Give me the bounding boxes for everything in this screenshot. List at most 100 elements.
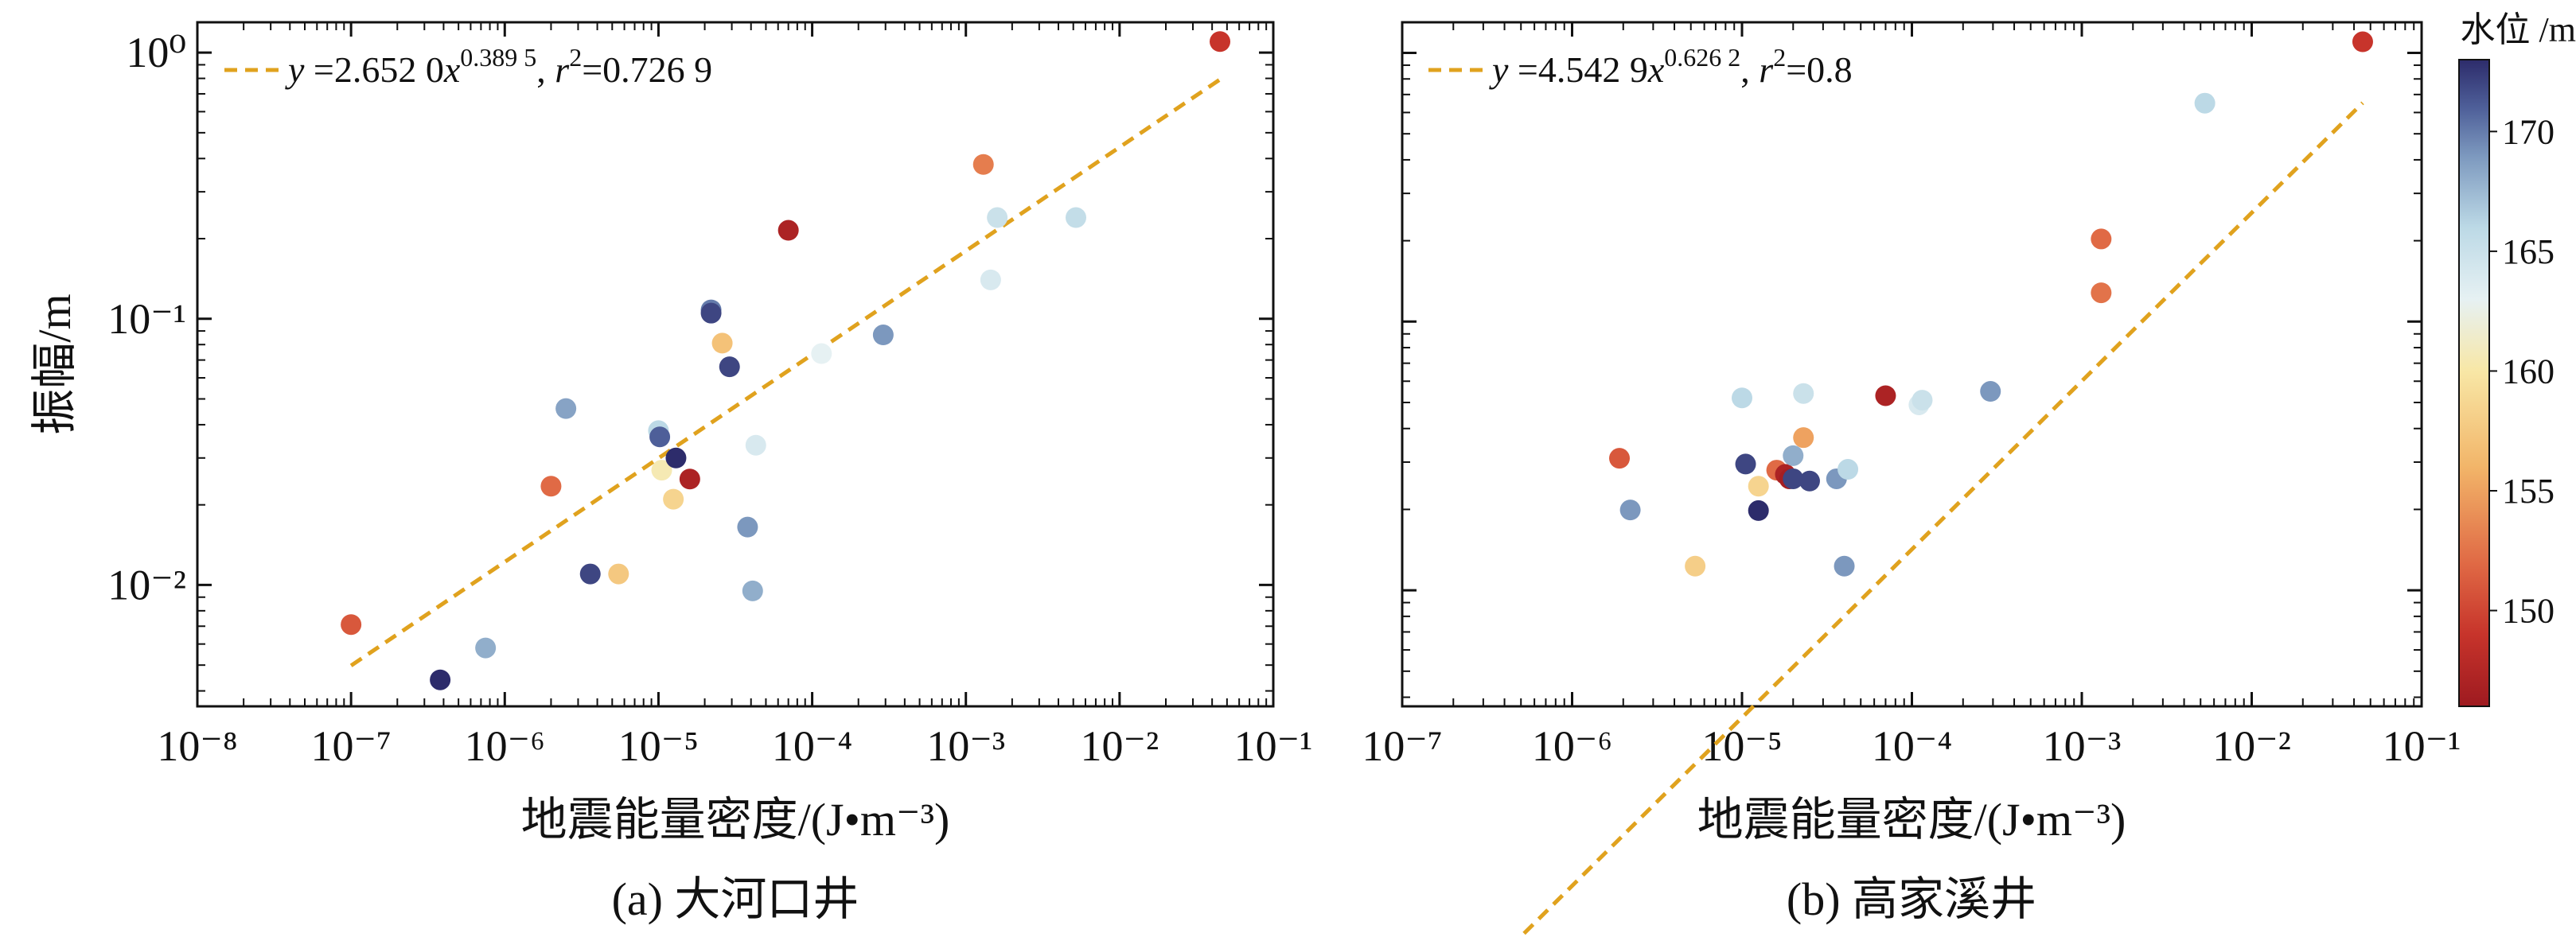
fit-line-a bbox=[349, 77, 1222, 667]
legend-exp-a: 0.389 5 bbox=[460, 43, 536, 72]
y-tick-label-a-2: 10⁰ bbox=[126, 29, 186, 76]
legend-y-b: y bbox=[1489, 49, 1509, 90]
data-point-b-24 bbox=[2194, 92, 2216, 114]
x-tick-label-b-0: 10⁻⁷ bbox=[1362, 722, 1442, 770]
data-point-b-17 bbox=[1837, 459, 1859, 480]
legend-text-b: y =4.542 9x0.626 2, r2=0.8 bbox=[1489, 43, 1853, 90]
panel-b: 10⁻⁷ 10⁻⁶ 10⁻⁵ 10⁻⁴ 10⁻³ 10⁻² 10⁻¹ y =4.542 9x… bbox=[1362, 21, 2461, 937]
legend-r2-b: 2 bbox=[1773, 43, 1786, 72]
legend-b: y =4.542 9x0.626 2, r2=0.8 bbox=[1428, 43, 1853, 90]
colorbar: 150 155 160 165 170 水位 /m bbox=[2458, 10, 2576, 707]
y-tick-label-a-1: 10⁻¹ bbox=[107, 295, 186, 343]
legend-exp-b: 0.626 2 bbox=[1664, 43, 1740, 72]
data-point-a-23 bbox=[972, 154, 994, 175]
data-point-b-2 bbox=[1685, 555, 1706, 577]
caption-b: (b) 高家溪井 bbox=[1787, 873, 2036, 925]
data-point-a-26 bbox=[1066, 207, 1087, 228]
y-tick-label-a-0: 10⁻² bbox=[107, 561, 186, 608]
x-axis-title-a: 地震能量密度/(J•m⁻³) bbox=[521, 794, 950, 846]
data-point-a-9 bbox=[651, 460, 672, 481]
x-tick-label-b-4: 10⁻³ bbox=[2043, 722, 2122, 770]
colorbar-tick-label-0: 150 bbox=[2502, 592, 2555, 631]
colorbar-tick-label-2: 160 bbox=[2502, 352, 2555, 391]
x-tick-label-a-1: 10⁻⁷ bbox=[310, 722, 391, 770]
data-point-a-14 bbox=[700, 302, 722, 324]
x-tick-label-b-2: 10⁻⁵ bbox=[1701, 722, 1782, 770]
legend-coef-a: =2.652 0 bbox=[304, 49, 443, 90]
fit-line-path-b bbox=[1518, 101, 2364, 937]
data-point-a-21 bbox=[811, 343, 832, 364]
legend-coef-b: =4.542 9 bbox=[1508, 49, 1647, 90]
axis-ticks-a: 10⁻⁸ 10⁻⁷ 10⁻⁶ 10⁻⁵ 10⁻⁴ 10⁻³ 10⁻² 10⁻¹ 10⁻² 10⁻¹… bbox=[107, 22, 1312, 770]
legend-rval-a: =0.726 9 bbox=[582, 49, 712, 90]
colorbar-ticks: 150 155 160 165 170 bbox=[2489, 112, 2555, 631]
legend-sep-b: , bbox=[1740, 49, 1759, 90]
data-point-b-20 bbox=[1912, 390, 1933, 411]
data-point-a-20 bbox=[777, 220, 799, 241]
legend-sep-a: , bbox=[536, 49, 555, 90]
data-point-a-2 bbox=[475, 637, 497, 659]
scatter-points-b bbox=[1609, 31, 2373, 577]
y-axis-title-a: 振幅/m bbox=[29, 294, 80, 434]
legend-r2-a: 2 bbox=[569, 43, 582, 72]
data-point-a-1 bbox=[430, 669, 451, 690]
scatter-points-a bbox=[341, 31, 1231, 690]
data-point-b-6 bbox=[1748, 476, 1769, 497]
x-tick-label-a-4: 10⁻⁴ bbox=[772, 722, 852, 770]
data-point-a-25 bbox=[987, 207, 1008, 228]
x-tick-label-a-3: 10⁻⁵ bbox=[618, 722, 699, 770]
data-point-b-0 bbox=[1609, 448, 1631, 469]
x-tick-label-a-5: 10⁻³ bbox=[926, 722, 1005, 770]
legend-x-b: x bbox=[1647, 49, 1665, 90]
data-point-a-18 bbox=[742, 580, 763, 601]
legend-text-a: y =2.652 0x0.389 5, r2=0.726 9 bbox=[285, 43, 712, 90]
data-point-b-1 bbox=[1619, 500, 1641, 521]
colorbar-title: 水位 /m bbox=[2461, 10, 2576, 49]
colorbar-gradient bbox=[2458, 59, 2490, 707]
data-point-b-13 bbox=[1793, 427, 1814, 449]
x-tick-label-b-5: 10⁻² bbox=[2212, 722, 2291, 770]
data-point-a-8 bbox=[649, 426, 671, 448]
x-tick-label-a-0: 10⁻⁸ bbox=[157, 722, 237, 770]
data-point-b-11 bbox=[1783, 468, 1804, 489]
colorbar-tick-label-1: 155 bbox=[2502, 472, 2555, 511]
data-point-a-6 bbox=[608, 563, 629, 585]
x-tick-label-a-6: 10⁻² bbox=[1081, 722, 1159, 770]
data-point-a-22 bbox=[872, 325, 894, 346]
legend-x-a: x bbox=[443, 49, 461, 90]
fit-line-b bbox=[1518, 101, 2364, 937]
colorbar-tick-label-4: 170 bbox=[2502, 112, 2555, 151]
x-tick-label-a-2: 10⁻⁶ bbox=[465, 722, 545, 770]
data-point-b-18 bbox=[1875, 385, 1896, 406]
data-point-b-14 bbox=[1799, 470, 1820, 492]
legend-r-a: r bbox=[555, 49, 570, 90]
data-point-b-25 bbox=[2352, 31, 2373, 52]
data-point-a-15 bbox=[711, 332, 733, 354]
plot-frame-b bbox=[1401, 21, 2423, 708]
colorbar-tick-label-3: 165 bbox=[2502, 232, 2555, 271]
data-point-b-16 bbox=[1834, 555, 1855, 577]
data-point-a-5 bbox=[579, 563, 601, 585]
x-tick-label-b-6: 10⁻¹ bbox=[2383, 722, 2461, 770]
x-axis-title-b: 地震能量密度/(J•m⁻³) bbox=[1697, 794, 2126, 846]
data-point-a-12 bbox=[679, 468, 700, 490]
legend-a: y =2.652 0x0.389 5, r2=0.726 9 bbox=[224, 43, 712, 90]
caption-a: (a) 大河口井 bbox=[612, 873, 859, 925]
data-point-a-27 bbox=[1210, 31, 1231, 52]
data-point-a-16 bbox=[719, 356, 740, 378]
data-point-b-22 bbox=[2091, 228, 2112, 250]
data-point-b-23 bbox=[2091, 282, 2112, 304]
data-point-a-11 bbox=[665, 447, 687, 468]
x-tick-label-a-7: 10⁻¹ bbox=[1234, 722, 1313, 770]
axis-ticks-b: 10⁻⁷ 10⁻⁶ 10⁻⁵ 10⁻⁴ 10⁻³ 10⁻² 10⁻¹ bbox=[1362, 22, 2461, 770]
legend-rval-b: =0.8 bbox=[1786, 49, 1852, 90]
data-point-b-4 bbox=[1735, 453, 1756, 475]
data-point-b-21 bbox=[1980, 381, 2001, 402]
x-tick-label-b-3: 10⁻⁴ bbox=[1872, 722, 1952, 770]
data-point-b-12 bbox=[1793, 383, 1814, 404]
legend-y-a: y bbox=[285, 49, 305, 90]
x-tick-label-b-1: 10⁻⁶ bbox=[1532, 722, 1612, 770]
data-point-b-10 bbox=[1783, 445, 1804, 466]
data-point-a-17 bbox=[737, 516, 758, 538]
